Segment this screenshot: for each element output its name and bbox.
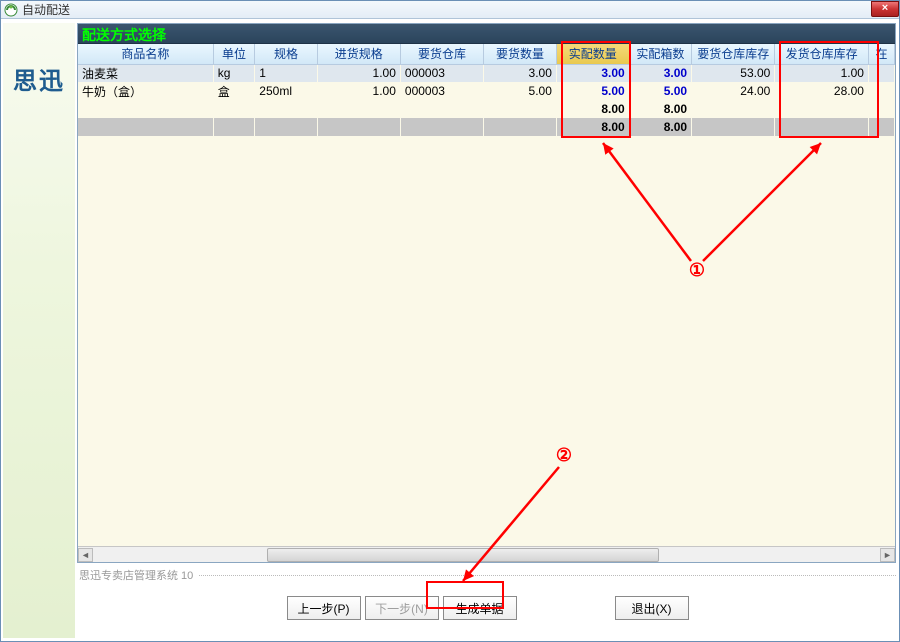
window-root: 自动配送 × 思迅 配送方式选择 商品名称单位规格进货规格要货仓库要货数量实配数… (0, 0, 900, 642)
scroll-thumb[interactable] (267, 548, 660, 562)
data-grid: 商品名称单位规格进货规格要货仓库要货数量实配数量实配箱数要货仓库库存发货仓库库存… (78, 44, 895, 136)
column-reqwh[interactable]: 要货仓库 (400, 44, 483, 64)
column-reqstock[interactable]: 要货仓库库存 (692, 44, 775, 64)
titlebar: 自动配送 × (1, 1, 899, 19)
column-inspec[interactable]: 进货规格 (317, 44, 400, 64)
column-actqty[interactable]: 实配数量 (556, 44, 629, 64)
exit-button[interactable]: 退出(X) (615, 596, 689, 620)
button-bar: 上一步(P) 下一步(N) 生成单据 退出(X) (79, 593, 896, 623)
column-reqqty[interactable]: 要货数量 (484, 44, 557, 64)
prev-button[interactable]: 上一步(P) (287, 596, 361, 620)
status-line: 思迅专卖店管理系统 10 (79, 567, 896, 583)
column-unit[interactable]: 单位 (213, 44, 255, 64)
next-button: 下一步(N) (365, 596, 439, 620)
app-icon (4, 3, 18, 17)
table-row[interactable]: 8.008.00 (78, 100, 895, 118)
scroll-track[interactable] (94, 548, 879, 562)
page-subtitle: 配送方式选择 (78, 24, 895, 44)
column-name[interactable]: 商品名称 (78, 44, 213, 64)
sidebar: 思迅 (3, 23, 75, 638)
generate-button[interactable]: 生成单据 (443, 596, 517, 620)
scroll-right-icon[interactable]: ► (880, 548, 895, 562)
table-row[interactable]: 8.008.00 (78, 118, 895, 136)
table-row[interactable]: 牛奶（盒）盒250ml1.000000035.005.005.0024.0028… (78, 82, 895, 100)
window-title: 自动配送 (22, 1, 70, 18)
column-intransit[interactable]: 在 (868, 44, 894, 64)
table-row[interactable]: 油麦菜kg11.000000033.003.003.0053.001.00 (78, 64, 895, 82)
horizontal-scrollbar[interactable]: ◄ ► (78, 546, 895, 562)
brand-logo: 思迅 (3, 61, 75, 96)
client-area: 配送方式选择 商品名称单位规格进货规格要货仓库要货数量实配数量实配箱数要货仓库库… (77, 23, 896, 563)
close-button[interactable]: × (871, 1, 899, 17)
grid-header-row: 商品名称单位规格进货规格要货仓库要货数量实配数量实配箱数要货仓库库存发货仓库库存… (78, 44, 895, 64)
scroll-left-icon[interactable]: ◄ (78, 548, 93, 562)
grid-wrap: 商品名称单位规格进货规格要货仓库要货数量实配数量实配箱数要货仓库库存发货仓库库存… (78, 44, 895, 546)
status-text: 思迅专卖店管理系统 10 (79, 567, 193, 583)
column-spec[interactable]: 规格 (255, 44, 317, 64)
column-actbox[interactable]: 实配箱数 (629, 44, 691, 64)
column-shipstock[interactable]: 发货仓库库存 (775, 44, 869, 64)
